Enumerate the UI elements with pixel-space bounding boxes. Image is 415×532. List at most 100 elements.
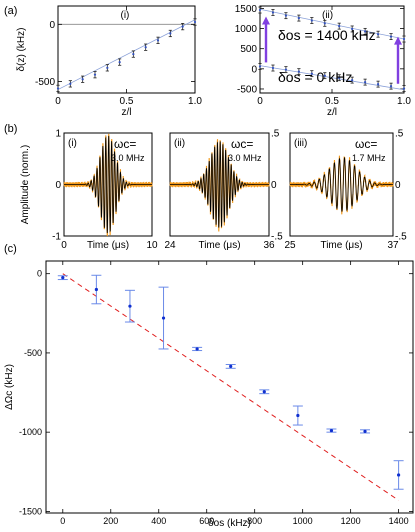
x-tick-label: 0.5 [325,96,339,107]
omega-value: 1.7 MHz [352,153,386,163]
x-tick-label: 1.0 [188,96,202,107]
simulated-waveform [64,135,152,234]
y-tick-label: 0 [395,180,401,191]
y-tick-label: 0 [271,180,277,191]
omega-label: ωc= [231,137,253,151]
data-point [364,30,367,33]
y-tick-label: .5 [271,129,280,140]
x-tick-label: 0 [257,96,263,107]
linear-fit-line [62,273,399,501]
data-point [93,73,97,76]
y-tick-label: -.5 [271,232,283,243]
sublabel: (i) [121,10,130,21]
x-tick-label: 36 [263,240,275,251]
y-tick-label: -500 [237,84,257,95]
data-point [193,20,197,24]
data-point [271,11,275,14]
x-axis-label: δos (kHz) [208,518,251,529]
data-point [376,33,380,36]
y-tick-label: 0 [49,20,55,31]
data-marks [258,6,406,92]
x-tick-label: 1.0 [397,96,411,107]
panel-label-b: (b) [4,123,17,135]
data-point [338,25,341,28]
data-point [338,76,341,79]
simulated-waveform [170,141,269,228]
y-tick-label: 0 [251,64,257,75]
x-axis-label: z/l [327,107,337,118]
sublabel: (ii) [174,138,185,149]
tick-marks [46,261,413,513]
simulated-waveform [290,156,393,213]
sublabel: (ii) [322,10,333,21]
y-tick-label: -500 [24,348,42,358]
x-tick-label: 200 [103,516,118,526]
x-tick-label: 25 [284,240,296,251]
sublabel: (i) [68,138,77,149]
omega-value: 3.0 MHz [228,153,262,163]
panel-b-i: (i) ωc= 3.0 MHz 0 10 1 0 -1 Time (μs) Am… [20,129,158,252]
x-tick-labels: 0 200 400 600 800 1000 1200 1400 [60,516,408,526]
y-axis-label: ΔΩc (kHz) [4,364,15,410]
y-tick-label: -500 [35,77,55,88]
x-tick-label: 0.5 [120,96,134,107]
omega-value: 3.0 MHz [111,153,145,163]
data-point [284,14,288,17]
panel-label-c: (c) [4,243,17,255]
x-axis-label: Time (μs) [87,240,129,251]
y-tick-label: .5 [395,129,404,140]
data-point [128,304,132,308]
data-point [258,8,262,12]
annotation-delta-os-0: δos = 0 kHz [278,69,352,85]
data-point [329,428,334,433]
y-tick-label: 500 [240,44,257,55]
data-point [56,87,60,90]
data-point [323,74,326,77]
data-point [69,82,72,85]
x-tick-label: 10 [146,240,158,251]
data-point [94,287,98,292]
data-point [351,27,354,31]
data-point [363,429,367,433]
data-point [351,79,354,82]
data-marks [57,274,404,490]
y-tick-label: 1000 [235,24,258,35]
y-tick-label: -.5 [395,232,407,243]
y-tick-label: 1 [55,129,61,140]
data-point [169,32,172,35]
fit-line [57,19,196,90]
panel-c: 0 200 400 600 800 1000 1200 1400 0 -500 -1000 -150… [4,260,414,529]
tick-marks [63,132,153,237]
data-point [297,70,300,73]
data-point [376,83,380,86]
data-point [284,68,288,71]
y-tick-labels: 0 -500 -1000 -1500 [19,269,42,517]
data-point [81,78,84,81]
data-point [364,81,367,84]
data-point [402,87,406,90]
x-tick-label: 1400 [389,516,409,526]
panel-label-a: (a) [4,5,17,17]
data-point [397,473,401,477]
y-axis-label: Amplitude (norm.) [20,145,31,224]
y-tick-label: -1000 [19,427,42,437]
x-tick-label: 400 [151,516,166,526]
fit-line [259,8,405,40]
tick-marks [289,132,394,237]
data-point [402,37,406,41]
data-point [61,276,65,280]
data-point [310,19,313,22]
panel-b-ii: (ii) ωc= 3.0 MHz 24 36 .5 0 -.5 Time (μs… [164,129,283,252]
data-point [271,66,275,70]
y-axis-label: δ(z) (kHz) [16,28,27,72]
x-tick-label: 800 [247,516,262,526]
omega-label: ωc= [114,137,136,151]
y-tick-label: 0 [37,269,42,279]
data-point [181,25,184,28]
x-tick-label: 0 [60,516,65,526]
arrow-icons [262,16,402,84]
x-tick-label: 0 [55,96,61,107]
fit-line [259,65,405,91]
sublabel: (iii) [294,138,307,149]
